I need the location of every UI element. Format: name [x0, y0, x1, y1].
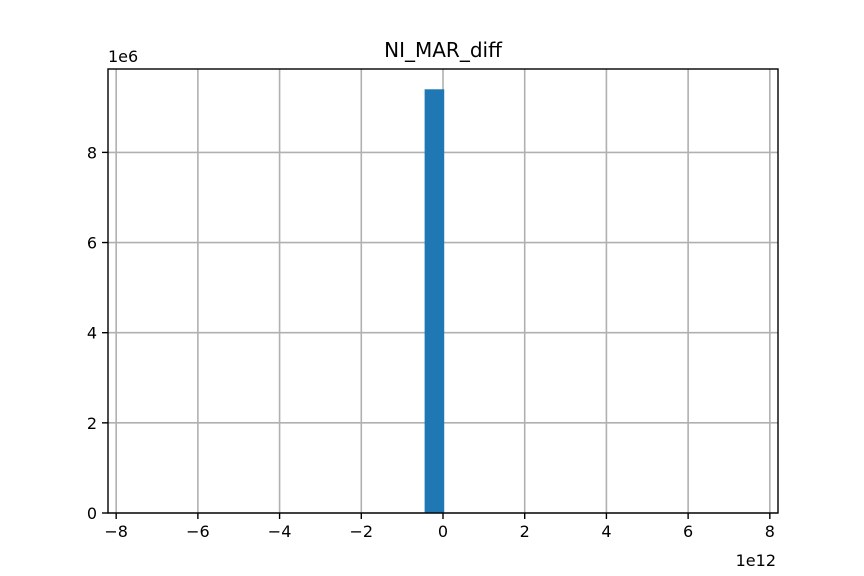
x-tick-label: −6: [186, 522, 210, 541]
tick-layer: −8 −6 −4 −2 0 2 4 6 8 0 2 4 6 8: [87, 143, 775, 541]
bar-layer: [424, 89, 445, 513]
x-tick-label: 8: [765, 522, 775, 541]
x-tick-label: −4: [268, 522, 292, 541]
x-tick-label: −2: [349, 522, 373, 541]
x-tick-label: −8: [104, 522, 128, 541]
chart-title: NI_MAR_diff: [384, 38, 503, 62]
histogram-bar: [424, 89, 445, 513]
y-tick-label: 0: [87, 504, 97, 523]
x-tick-label: 4: [601, 522, 611, 541]
y-tick-label: 8: [87, 143, 97, 162]
x-tick-label: 6: [683, 522, 693, 541]
y-offset-label: 1e6: [108, 47, 138, 66]
x-offset-label: 1e12: [736, 551, 776, 570]
y-tick-label: 2: [87, 414, 97, 433]
y-tick-label: 6: [87, 234, 97, 253]
y-tick-label: 4: [87, 324, 97, 343]
x-tick-label: 2: [520, 522, 530, 541]
x-tick-label: 0: [438, 522, 448, 541]
